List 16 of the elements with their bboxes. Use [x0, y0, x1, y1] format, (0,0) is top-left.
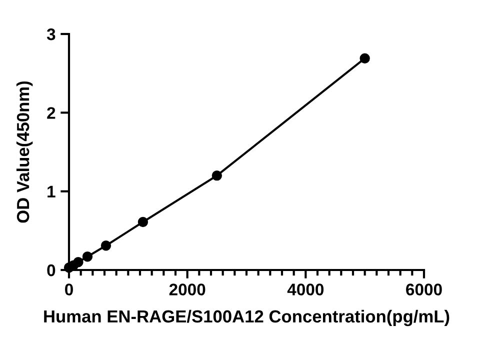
point — [100, 240, 112, 251]
point — [138, 216, 148, 228]
point — [82, 252, 93, 262]
x-tick-label: 0 — [65, 284, 73, 296]
x-tick-label: 4000 — [287, 284, 324, 296]
y-tick-label: 3 — [46, 28, 56, 40]
y-tick-label: 0 — [47, 264, 56, 276]
y-axis-title: OD Value(450nm) — [16, 81, 33, 223]
point — [212, 170, 222, 181]
y-tick-label: 2 — [47, 107, 56, 119]
x-tick-label: 2000 — [169, 284, 206, 296]
x-axis-title: Human EN-RAGE/S100A12 Concentration(pg/mL) — [44, 310, 450, 326]
point — [360, 53, 370, 64]
x-tick-label: 6000 — [406, 284, 442, 296]
point — [73, 257, 84, 268]
y-tick-label: 1 — [48, 186, 56, 198]
